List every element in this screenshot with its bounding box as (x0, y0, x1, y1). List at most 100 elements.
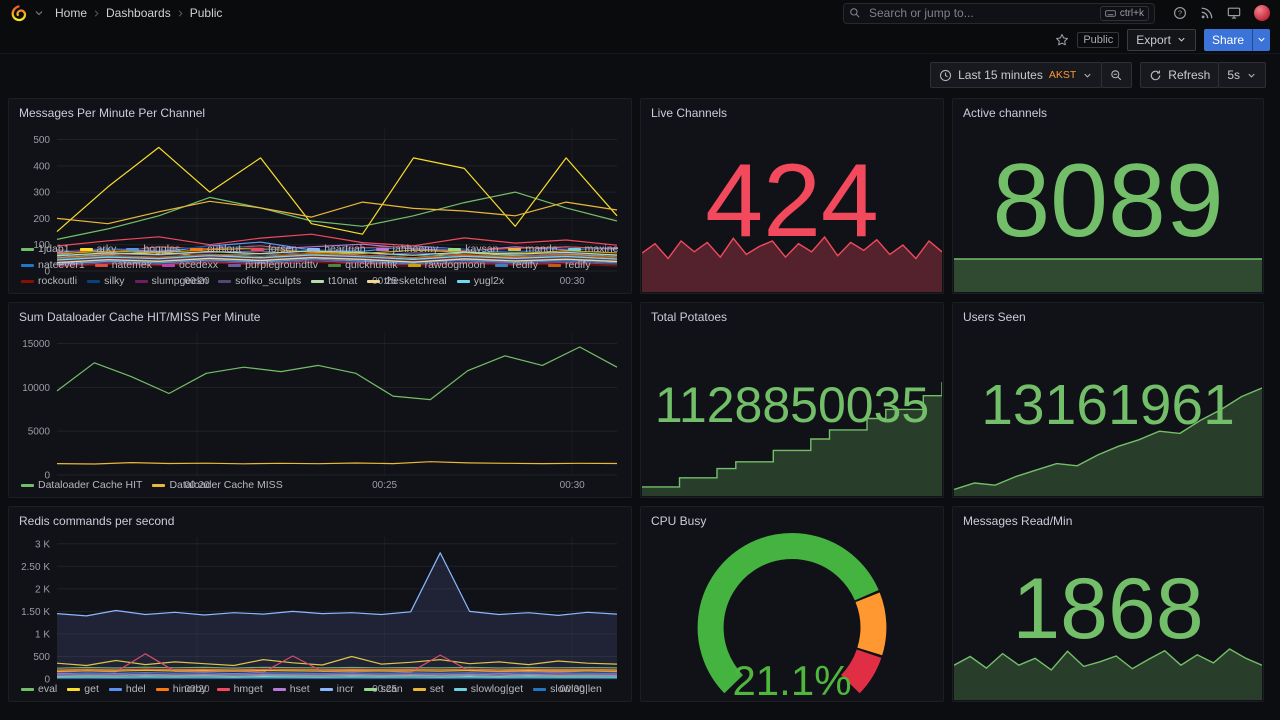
legend-item[interactable]: silky (87, 274, 125, 289)
breadcrumb-home[interactable]: Home (55, 6, 88, 20)
share-button[interactable]: Share (1203, 28, 1252, 51)
svg-text:3 K: 3 K (35, 539, 50, 550)
panel-messages-read: Messages Read/Min 1868 (952, 506, 1264, 702)
legend-item[interactable]: hset (272, 682, 310, 697)
refresh-button[interactable]: Refresh (1140, 62, 1220, 88)
legend-item[interactable]: jahheemy (375, 242, 438, 257)
svg-text:00:25: 00:25 (372, 276, 397, 287)
legend-item[interactable]: thesketchreal (367, 274, 447, 289)
legend-item[interactable]: slowlog|len (533, 682, 602, 697)
legend-item[interactable]: forsen (251, 242, 297, 257)
search-box[interactable]: ctrl+k (843, 2, 1155, 24)
search-input[interactable] (867, 5, 1094, 21)
legend-item[interactable]: kaysan (448, 242, 498, 257)
panel-title[interactable]: Sum Dataloader Cache HIT/MISS Per Minute (19, 310, 261, 324)
panel-active-channels: Active channels 8089 (952, 98, 1264, 294)
chevron-down-icon (1176, 34, 1187, 45)
chevron-right-icon (175, 8, 186, 19)
svg-text:00:30: 00:30 (560, 276, 585, 287)
stat-value: 8089 (992, 143, 1224, 259)
legend-item[interactable]: cuhlout (190, 242, 241, 257)
panel-title[interactable]: Messages Read/Min (963, 514, 1073, 528)
legend-item[interactable]: yugl2x (456, 274, 504, 289)
legend-item[interactable]: ocedexx (161, 258, 218, 273)
zoom-out-button[interactable] (1101, 62, 1133, 88)
chart-legend: 1jdab1 arky boggles cuhlout forsen heartriah j… (17, 240, 623, 289)
help-icon[interactable]: ? (1173, 6, 1187, 20)
legend-item[interactable]: get (67, 682, 99, 697)
legend-item[interactable]: rockoutli (21, 274, 77, 289)
legend-item[interactable]: heartriah (307, 242, 366, 257)
time-range-picker[interactable]: Last 15 minutes AKST (930, 62, 1103, 88)
legend-item[interactable]: slumpgeekn (134, 274, 208, 289)
refresh-interval-picker[interactable]: 5s (1218, 62, 1266, 88)
legend-item[interactable]: purplegroundttv (228, 258, 318, 273)
legend-item[interactable]: rawdogmoon (407, 258, 485, 273)
legend-item[interactable]: redify (495, 258, 538, 273)
legend-item[interactable]: Dataloader Cache MISS (152, 478, 283, 493)
stat-value: 424 (705, 143, 879, 259)
legend-item[interactable]: mande (508, 242, 558, 257)
svg-text:300: 300 (33, 188, 50, 199)
timeseries-chart[interactable]: 0 5000 10000 15000 00:20 00:25 00:30 (17, 327, 623, 491)
share-menu-chevron[interactable] (1252, 28, 1270, 51)
monitor-icon[interactable] (1227, 6, 1241, 20)
svg-text:00:25: 00:25 (372, 480, 397, 491)
legend-item[interactable]: maxine (567, 242, 618, 257)
legend-item[interactable]: nateever1 (21, 258, 85, 273)
svg-text:1 K: 1 K (35, 629, 50, 640)
panel-title[interactable]: Users Seen (963, 310, 1026, 324)
legend-item[interactable]: boggles (126, 242, 180, 257)
timeseries-chart[interactable]: 0 500 1 K 1.50 K 2 K 2.50 K 3 K 00:20 00:25 00:30 (17, 531, 623, 695)
panel-dataloader-cache: Sum Dataloader Cache HIT/MISS Per Minute… (8, 302, 632, 498)
legend-item[interactable]: 1jdab1 (21, 242, 70, 257)
svg-text:00:20: 00:20 (184, 684, 209, 695)
gauge-value: 21.1% (732, 657, 852, 702)
export-button[interactable]: Export (1127, 28, 1196, 51)
svg-text:10000: 10000 (22, 383, 50, 394)
panel-title[interactable]: Messages Per Minute Per Channel (19, 106, 206, 120)
legend-item[interactable]: incr (319, 682, 354, 697)
svg-text:0: 0 (44, 675, 50, 686)
chart-legend: Dataloader Cache HIT Dataloader Cache MIS… (17, 476, 623, 493)
panel-title[interactable]: Live Channels (651, 106, 728, 120)
news-rss-icon[interactable] (1200, 6, 1214, 20)
legend-item[interactable]: hmget (216, 682, 263, 697)
legend-item[interactable]: scan (363, 682, 403, 697)
legend-item[interactable]: natemek (94, 258, 152, 273)
panel-users-seen: Users Seen 13161961 (952, 302, 1264, 498)
legend-item[interactable]: eval (21, 682, 57, 697)
legend-item[interactable]: set (412, 682, 444, 697)
breadcrumb-dashboards[interactable]: Dashboards (106, 6, 171, 20)
legend-item[interactable]: quickhuntik (328, 258, 398, 273)
timeseries-chart[interactable]: 0 100 200 300 400 500 00:20 00:25 00:30 (17, 123, 623, 287)
breadcrumb: Home Dashboards Public (55, 6, 222, 20)
legend-item[interactable]: redify (547, 258, 591, 273)
svg-text:400: 400 (33, 161, 50, 172)
gauge-chart[interactable]: 21.1% (649, 531, 935, 702)
legend-item[interactable]: sofiko_sculpts (218, 274, 301, 289)
svg-text:500: 500 (33, 652, 50, 663)
grafana-logo-icon[interactable] (10, 4, 27, 22)
panel-title[interactable]: Total Potatoes (651, 310, 728, 324)
user-avatar[interactable] (1254, 5, 1270, 21)
panel-title[interactable]: Redis commands per second (19, 514, 175, 528)
nav-menu-chevron-icon[interactable] (33, 7, 45, 19)
legend-item[interactable]: arky (79, 242, 116, 257)
panel-title[interactable]: CPU Busy (651, 514, 707, 528)
legend-item[interactable]: hdel (108, 682, 146, 697)
favorite-star-icon[interactable] (1055, 33, 1069, 47)
search-icon (849, 7, 861, 19)
zoom-out-icon (1110, 69, 1123, 82)
legend-item[interactable]: slowlog|get (453, 682, 523, 697)
breadcrumb-public[interactable]: Public (189, 6, 223, 20)
time-controls-bar: Last 15 minutes AKST Refresh 5s (0, 54, 1280, 96)
legend-item[interactable]: t10nat (311, 274, 357, 289)
chevron-down-icon (1246, 70, 1257, 81)
legend-item[interactable]: Dataloader Cache HIT (21, 478, 142, 493)
panel-title[interactable]: Active channels (963, 106, 1048, 120)
legend-item[interactable]: hincrby (155, 682, 207, 697)
stat-value: 1868 (1012, 561, 1204, 657)
panel-total-potatoes: Total Potatoes 1128850035 (640, 302, 944, 498)
search-shortcut-badge: ctrl+k (1099, 5, 1149, 21)
